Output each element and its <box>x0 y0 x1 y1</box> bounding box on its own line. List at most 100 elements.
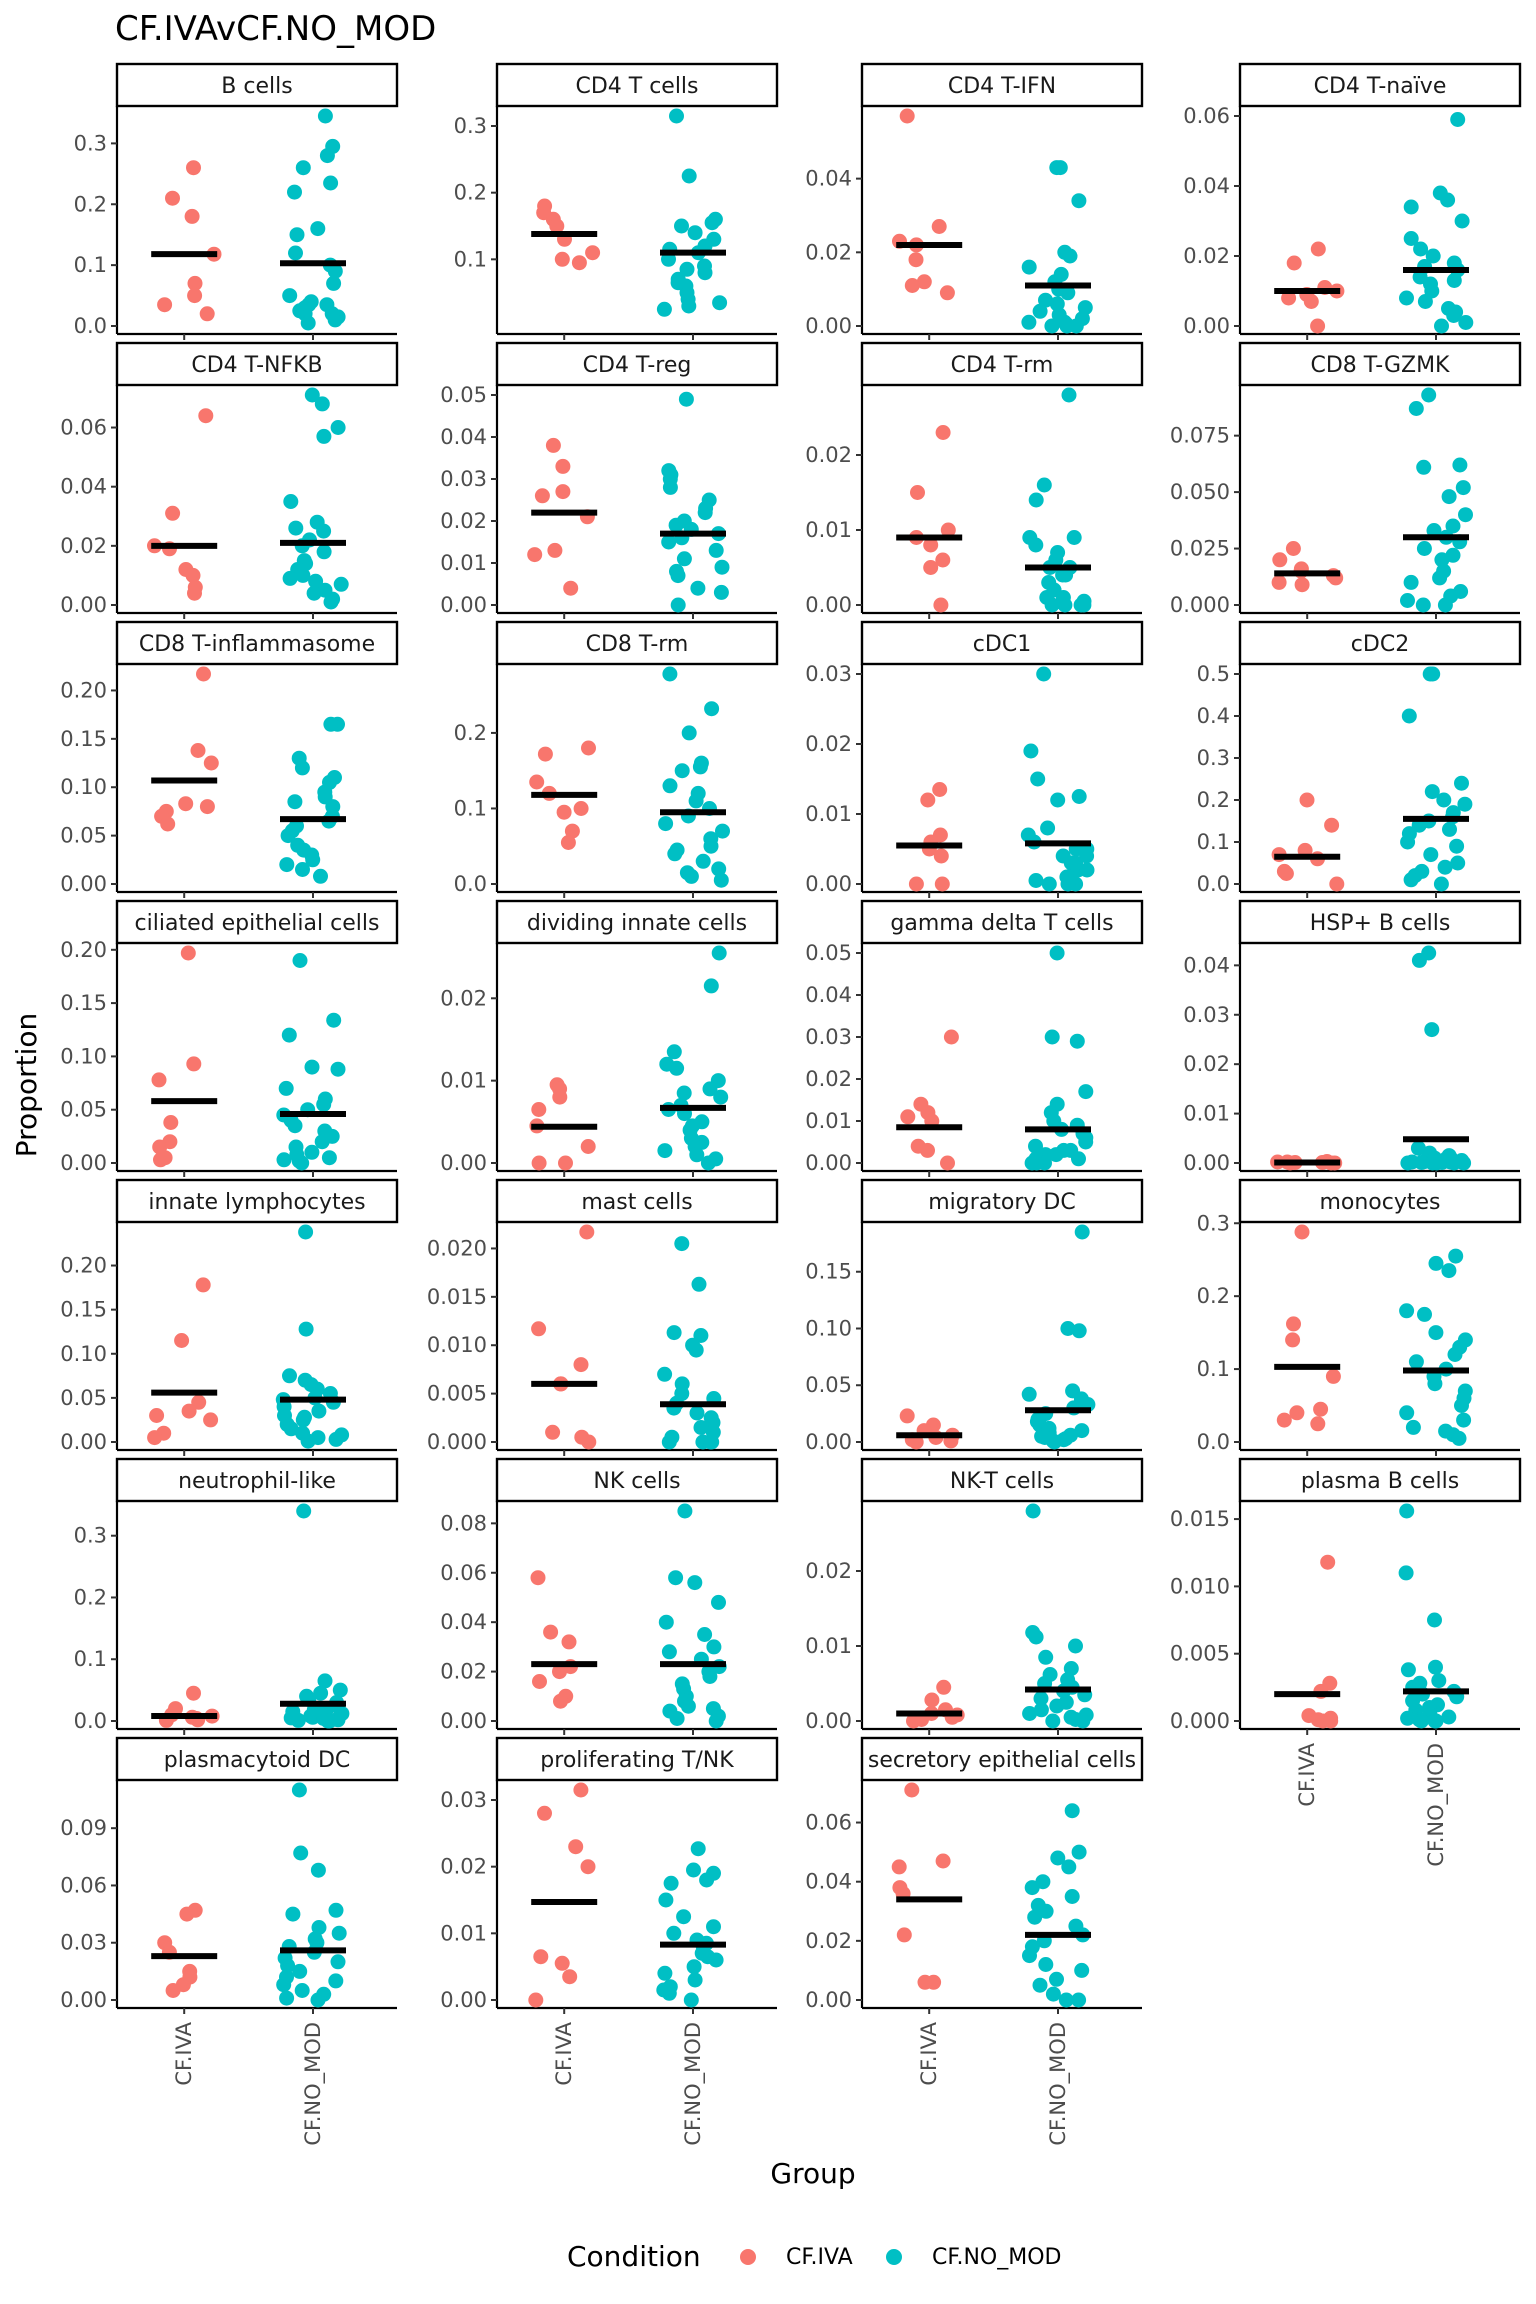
data-point <box>1417 1306 1432 1322</box>
data-point <box>543 1624 559 1640</box>
data-point <box>695 853 711 869</box>
data-point <box>1041 876 1057 892</box>
data-point <box>708 1952 724 1968</box>
data-point <box>1454 1398 1469 1413</box>
y-tick-label: 0.1 <box>1197 830 1230 854</box>
data-point <box>687 225 703 241</box>
data-point <box>666 1925 682 1941</box>
data-point <box>1426 523 1442 538</box>
panel-plasmacytoid-dc: plasmacytoid DC 0.00 0.03 0.06 0.09 CF.IVA CF.… <box>60 1736 399 2146</box>
data-point <box>288 245 303 261</box>
panel-cd4-t-nfkb: CD4 T-NFKB 0.00 0.02 0.04 0.06 <box>60 341 399 619</box>
y-tick-label: 0.1 <box>1197 1357 1230 1381</box>
data-point <box>1286 1316 1301 1332</box>
data-point <box>1413 241 1429 257</box>
data-point <box>1400 1710 1416 1726</box>
strip-box <box>115 341 399 387</box>
panel-secretory-epithelial-cells: secretory epithelial cells 0.00 0.02 0.04 0.… <box>805 1736 1144 2146</box>
data-point <box>896 1927 912 1943</box>
y-tick-label: 0.02 <box>805 732 852 756</box>
y-tick-label: 0.09 <box>60 1816 107 1840</box>
x-tick-label: CF.IVA <box>552 2021 576 2085</box>
data-point <box>916 274 932 290</box>
data-point <box>1398 1565 1414 1581</box>
strip-label: ciliated epithelial cells <box>135 911 380 936</box>
data-point <box>1405 1419 1421 1435</box>
data-point <box>1063 1661 1079 1676</box>
data-point <box>669 1060 685 1076</box>
x-tick-label: CF.IVA <box>172 2021 196 2085</box>
x-tick-label: CF.NO_MOD <box>1046 2022 1071 2146</box>
data-point <box>1458 507 1473 523</box>
strip-label: CD4 T-rm <box>951 353 1054 378</box>
data-point <box>556 804 572 820</box>
data-point <box>1428 1255 1444 1271</box>
data-point <box>1036 666 1052 682</box>
data-point <box>1032 1977 1048 1993</box>
data-point <box>1023 743 1039 759</box>
data-point <box>311 1920 327 1935</box>
data-point <box>191 1394 207 1410</box>
data-point <box>1050 792 1066 808</box>
data-point <box>1417 294 1433 309</box>
data-point <box>190 743 206 758</box>
data-point <box>658 1892 674 1908</box>
y-tick-label: 0.03 <box>440 1788 487 1812</box>
data-point <box>537 746 553 762</box>
data-point <box>290 1712 306 1728</box>
data-point <box>1320 1554 1336 1570</box>
data-point <box>1457 796 1473 812</box>
data-point <box>573 801 589 816</box>
data-point <box>1424 784 1440 800</box>
data-point <box>276 1977 292 1993</box>
strip-box <box>860 1178 1144 1224</box>
y-tick-label: 0.0 <box>74 314 107 338</box>
strip-box <box>1238 1457 1522 1503</box>
data-point <box>279 857 295 873</box>
data-point <box>293 1845 309 1861</box>
panel-ciliated-epithelial-cells: ciliated epithelial cells 0.00 0.05 0.10 0.1… <box>60 899 399 1177</box>
data-point <box>149 1408 165 1423</box>
strip-box <box>860 620 1144 666</box>
data-point <box>1027 1909 1043 1925</box>
data-point <box>1323 1713 1339 1729</box>
data-point <box>1436 792 1452 808</box>
x-tick-label: CF.NO_MOD <box>1424 1743 1449 1867</box>
data-point <box>165 505 181 521</box>
data-point <box>681 725 697 741</box>
y-tick-label: 0.20 <box>60 938 107 962</box>
panel-mast-cells: mast cells 0.000 0.005 0.010 0.015 0.020 <box>427 1178 779 1456</box>
data-point <box>1403 231 1419 246</box>
data-point <box>904 278 920 293</box>
y-tick-label: 0.3 <box>454 114 487 138</box>
data-point <box>1021 314 1037 330</box>
data-point <box>1437 859 1453 875</box>
data-point <box>923 537 939 553</box>
data-point <box>920 792 936 808</box>
y-tick-label: 0.05 <box>805 1373 852 1397</box>
y-tick-label: 0.00 <box>1183 314 1230 338</box>
data-point <box>1073 597 1089 613</box>
data-point <box>932 782 948 797</box>
data-point <box>1045 1986 1061 2002</box>
data-point <box>920 1142 935 1158</box>
data-point <box>690 580 706 596</box>
y-tick-label: 0.000 <box>427 1430 487 1454</box>
strip-box <box>115 899 399 945</box>
data-point <box>703 838 719 854</box>
data-point <box>531 1102 547 1117</box>
strip-box <box>115 1736 399 1782</box>
data-point <box>931 219 947 234</box>
data-point <box>295 160 311 176</box>
data-point <box>1433 876 1449 892</box>
strip-box <box>860 1736 1144 1782</box>
data-point <box>580 1139 596 1154</box>
y-tick-label: 0.02 <box>805 443 852 467</box>
y-tick-label: 0.1 <box>74 1647 107 1671</box>
y-tick-label: 0.00 <box>805 1151 852 1175</box>
strip-label: mast cells <box>581 1190 692 1215</box>
data-point <box>1441 1709 1457 1725</box>
data-point <box>180 945 196 961</box>
data-point <box>555 484 571 500</box>
